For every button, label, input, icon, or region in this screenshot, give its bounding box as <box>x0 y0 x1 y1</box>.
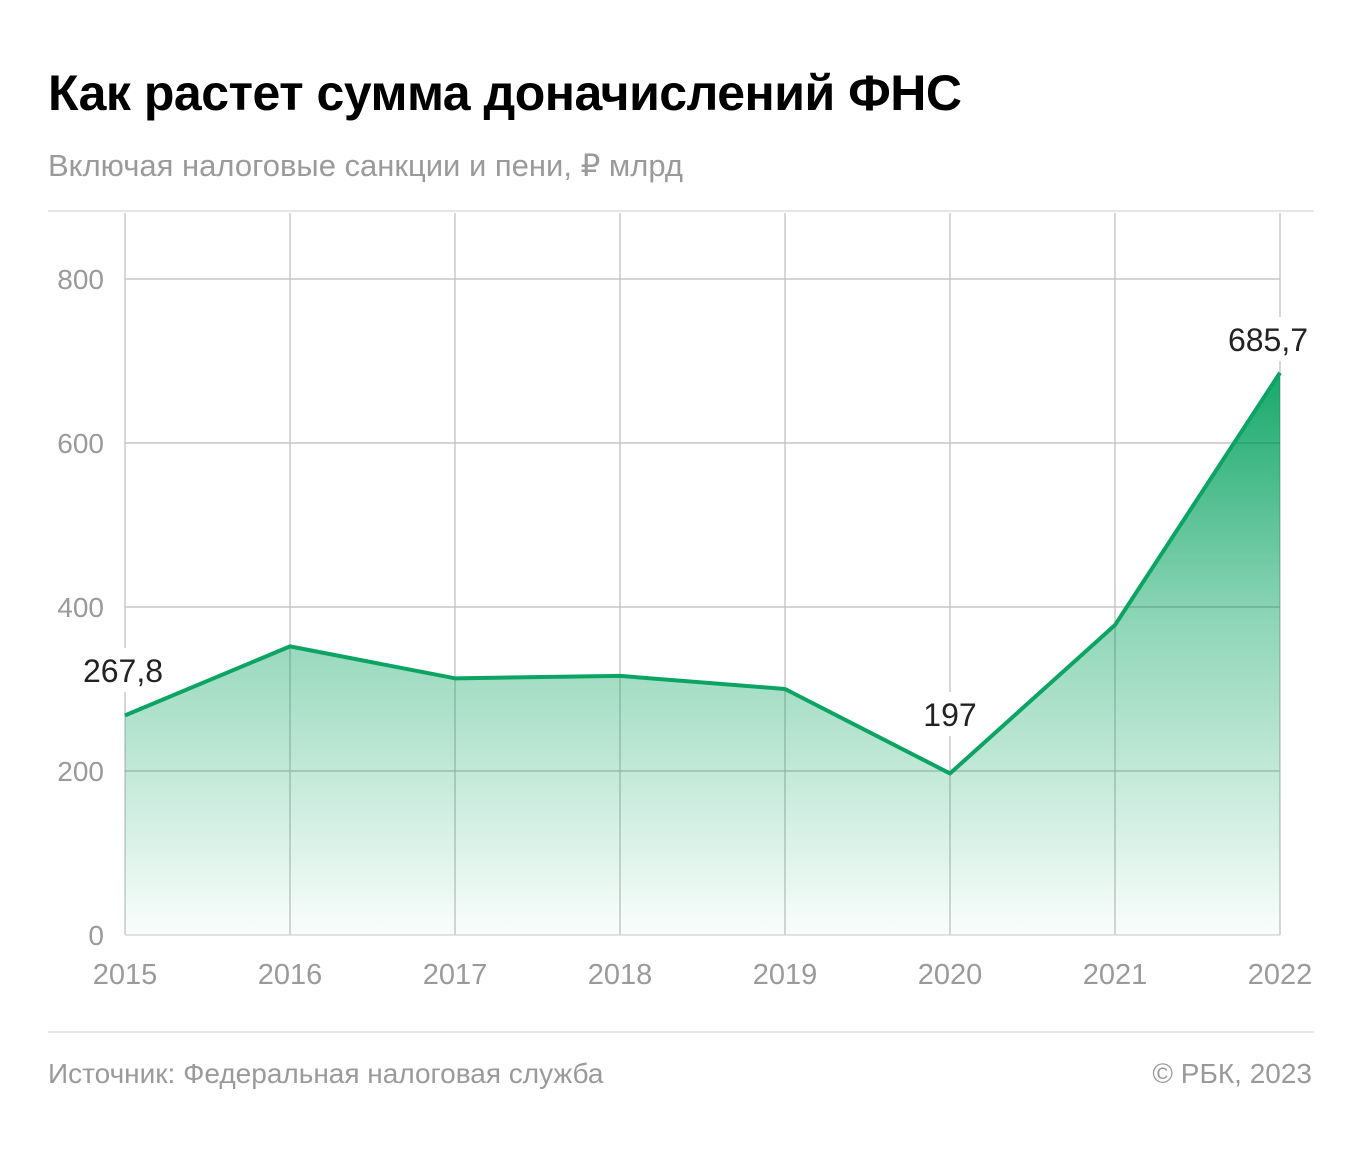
bottom-divider <box>48 1031 1314 1033</box>
svg-text:2022: 2022 <box>1248 959 1313 991</box>
y-axis-labels: 0 200 400 600 800 <box>57 264 104 951</box>
svg-text:400: 400 <box>57 592 104 623</box>
svg-text:2019: 2019 <box>753 959 818 991</box>
svg-text:0: 0 <box>88 920 104 951</box>
svg-text:600: 600 <box>57 428 104 459</box>
chart-subtitle: Включая налоговые санкции и пени, ₽ млрд <box>48 148 683 183</box>
svg-text:2021: 2021 <box>1083 959 1148 991</box>
svg-text:267,8: 267,8 <box>83 653 163 689</box>
svg-text:800: 800 <box>57 264 104 295</box>
svg-text:685,7: 685,7 <box>1228 322 1308 358</box>
svg-text:2017: 2017 <box>423 959 488 991</box>
svg-text:2018: 2018 <box>588 959 653 991</box>
svg-text:197: 197 <box>923 697 976 733</box>
copyright-note: © РБК, 2023 <box>1152 1058 1312 1089</box>
svg-text:2020: 2020 <box>918 959 983 991</box>
x-axis-labels: 2015 2016 2017 2018 2019 2020 2021 2022 <box>93 959 1313 991</box>
data-labels: 267,8 197 685,7 <box>75 317 1316 736</box>
svg-text:2015: 2015 <box>93 959 158 991</box>
top-divider <box>48 210 1314 212</box>
chart-title: Как растет сумма доначислений ФНС <box>48 65 962 121</box>
svg-text:200: 200 <box>57 756 104 787</box>
source-note: Источник: Федеральная налоговая служба <box>48 1058 604 1089</box>
svg-text:2016: 2016 <box>258 959 323 991</box>
chart-area-fill <box>124 213 1282 935</box>
